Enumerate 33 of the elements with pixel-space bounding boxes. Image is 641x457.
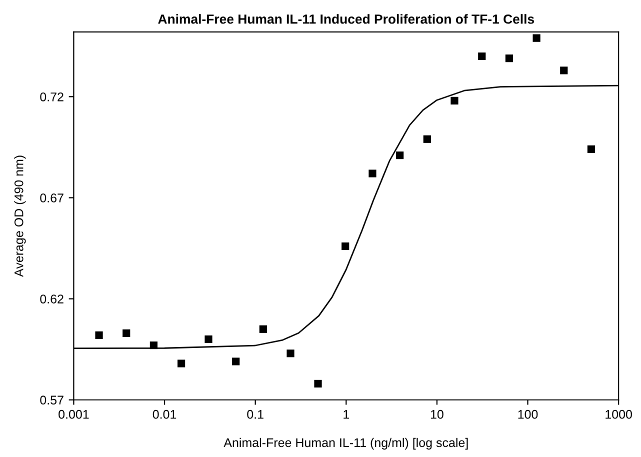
point (204, 335, 212, 344)
point (450, 96, 458, 105)
x-tick-label: 0.001 (58, 410, 89, 419)
y-tick-label: 0.67 (40, 194, 64, 202)
point (177, 360, 186, 368)
point (396, 151, 404, 160)
x-tick-label: 1000 (606, 410, 632, 419)
point (286, 350, 294, 358)
point (560, 66, 568, 74)
point (478, 52, 486, 60)
point (505, 54, 514, 62)
point (95, 331, 103, 339)
y-tick-label: 0.62 (40, 294, 64, 304)
point (232, 358, 240, 366)
x-axis-title: Animal-Free Human IL-11 (ng/ml) [log scale] (224, 438, 468, 450)
point (368, 170, 376, 178)
x-tick-label: 1 (344, 410, 350, 419)
chart-title: Animal-Free Human IL-11 Induced Proliferation of TF-1 Cells (158, 14, 534, 24)
y-tick-label: 0.57 (40, 396, 64, 405)
x-tick-label: 100 (518, 410, 538, 419)
point (150, 341, 158, 350)
point (532, 34, 540, 42)
x-tick-label: 0.01 (152, 410, 176, 419)
point (342, 242, 350, 250)
point (122, 329, 130, 337)
point (423, 135, 431, 143)
point (587, 145, 596, 154)
y-axis-title: Average OD (490 nm) (14, 156, 26, 277)
point (314, 380, 322, 388)
y-tick-label: 0.72 (40, 92, 64, 102)
x-tick-label: 0.1 (247, 410, 264, 419)
point (259, 325, 267, 333)
x-tick-label: 10 (430, 410, 444, 419)
